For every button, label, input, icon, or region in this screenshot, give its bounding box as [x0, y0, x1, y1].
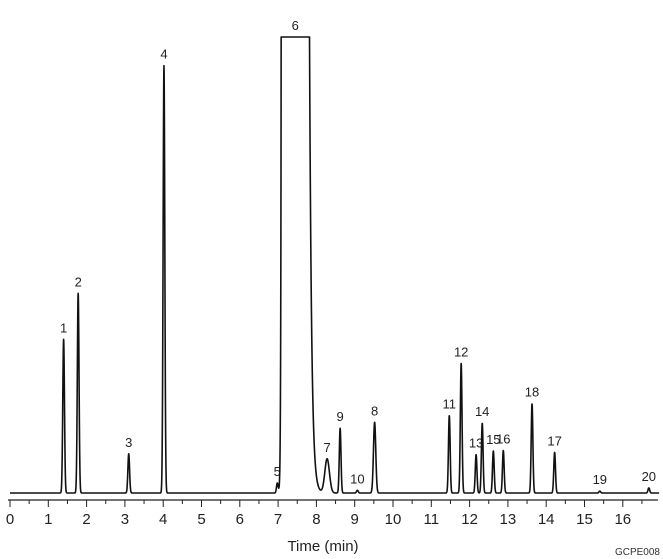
peak-label-15: 15 [486, 432, 500, 447]
peak-label-20: 20 [642, 469, 656, 484]
x-tick-label: 8 [312, 511, 320, 528]
x-tick-label: 4 [159, 511, 167, 528]
peak-label-2: 2 [75, 274, 82, 289]
x-tick-label: 15 [576, 511, 593, 528]
peak-label-16: 16 [496, 432, 510, 447]
peak-label-9: 9 [336, 409, 343, 424]
peak-label-18: 18 [525, 385, 539, 400]
x-tick-label: 13 [500, 511, 517, 528]
x-tick-label: 0 [6, 511, 14, 528]
x-axis-title: Time (min) [287, 538, 358, 555]
peak-label-10: 10 [350, 471, 364, 486]
peak-label-7: 7 [323, 440, 330, 455]
x-tick-label: 6 [236, 511, 244, 528]
x-tick-label: 14 [538, 511, 555, 528]
x-tick-label: 7 [274, 511, 282, 528]
x-tick-label: 12 [461, 511, 478, 528]
x-axis-ticks: 0 1 2 3 4 5 6 7 8 9 10 11 12 13 14 15 16 [6, 500, 643, 528]
peak-label-1: 1 [60, 320, 67, 335]
x-tick-label: 3 [121, 511, 129, 528]
peak-label-3: 3 [125, 435, 132, 450]
image-code-label: GCPE008 [615, 547, 660, 558]
peak-label-11: 11 [443, 397, 457, 412]
peak-label-4: 4 [160, 47, 167, 62]
peak-label-13: 13 [469, 436, 483, 451]
x-tick-label: 9 [351, 511, 359, 528]
chromatogram-trace [9, 36, 660, 494]
x-tick-label: 16 [614, 511, 631, 528]
peak-label-14: 14 [475, 404, 489, 419]
x-tick-label: 1 [44, 511, 52, 528]
x-tick-label: 11 [424, 511, 440, 528]
x-tick-label: 10 [385, 511, 402, 528]
peak-label-17: 17 [547, 433, 561, 448]
peak-label-5: 5 [274, 464, 281, 479]
peak-label-19: 19 [593, 472, 607, 487]
x-tick-label: 5 [197, 511, 205, 528]
peak-label-8: 8 [371, 403, 378, 418]
peak-label-12: 12 [454, 345, 468, 360]
peak-label-6: 6 [292, 18, 299, 33]
x-tick-label: 2 [82, 511, 90, 528]
